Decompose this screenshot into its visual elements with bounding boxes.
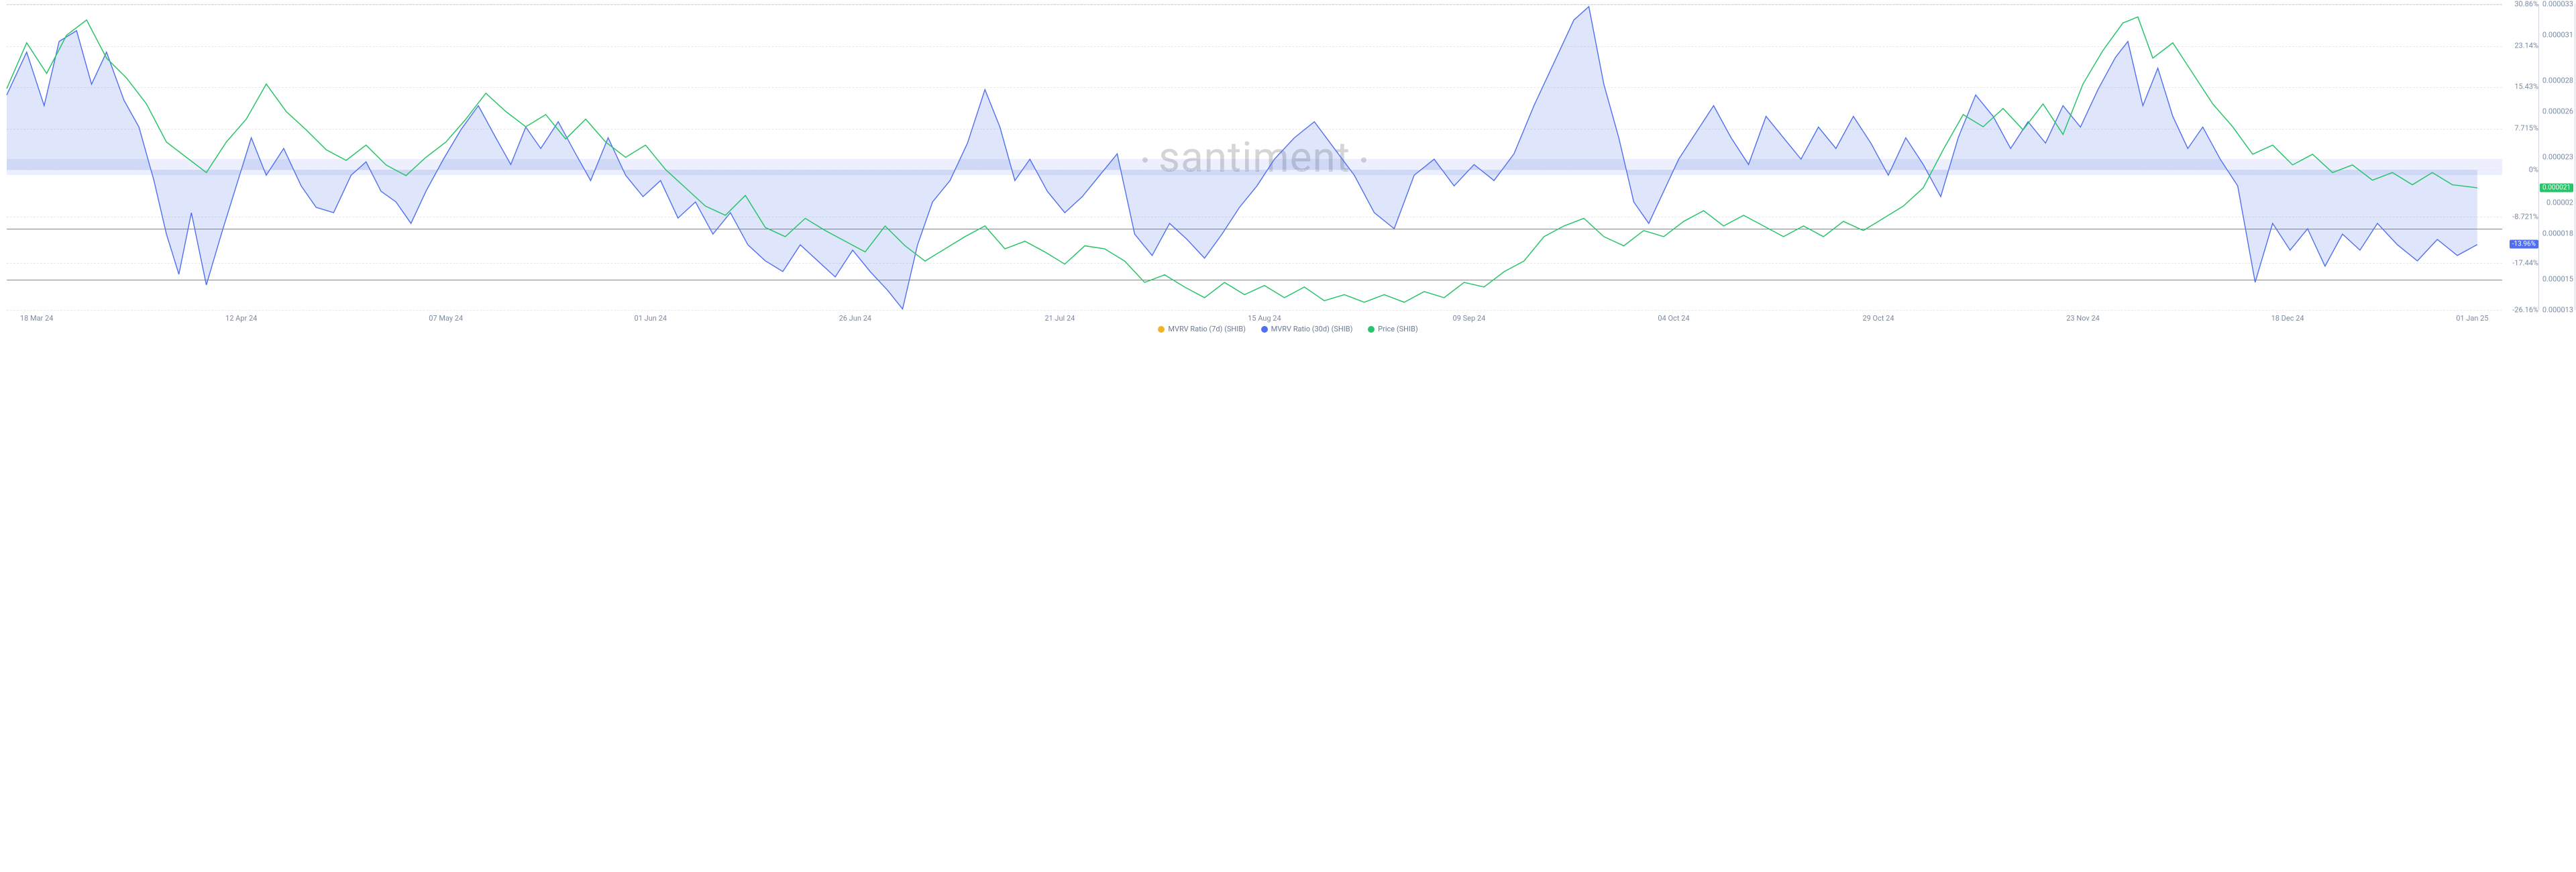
current-value-badge-mvrv30d: -13.96% bbox=[2510, 240, 2538, 249]
legend-item-price[interactable]: Price (SHIB) bbox=[1368, 325, 1417, 333]
x-axis: 18 Mar 2412 Apr 2407 May 2401 Jun 2426 J… bbox=[7, 314, 2502, 325]
y-axis-left: 30.86%23.14%15.43%7.715%0%-8.721%-17.44%… bbox=[2506, 4, 2538, 310]
current-value-badge-price: 0.000021 bbox=[2540, 183, 2573, 192]
y-axis-right: 0.0000330.0000310.0000280.0000260.000023… bbox=[2538, 4, 2573, 310]
legend: MVRV Ratio (7d) (SHIB) MVRV Ratio (30d) … bbox=[0, 325, 2576, 335]
legend-label: Price (SHIB) bbox=[1378, 325, 1417, 333]
legend-item-mvrv30d[interactable]: MVRV Ratio (30d) (SHIB) bbox=[1261, 325, 1353, 333]
legend-label: MVRV Ratio (7d) (SHIB) bbox=[1168, 325, 1246, 333]
series-lines bbox=[7, 5, 2502, 310]
legend-label: MVRV Ratio (30d) (SHIB) bbox=[1271, 325, 1353, 333]
plot-area[interactable]: santiment bbox=[7, 4, 2502, 310]
mvrv-price-chart: santiment 30.86%23.14%15.43%7.715%0%-8.7… bbox=[0, 0, 2576, 335]
legend-item-mvrv7d[interactable]: MVRV Ratio (7d) (SHIB) bbox=[1158, 325, 1246, 333]
